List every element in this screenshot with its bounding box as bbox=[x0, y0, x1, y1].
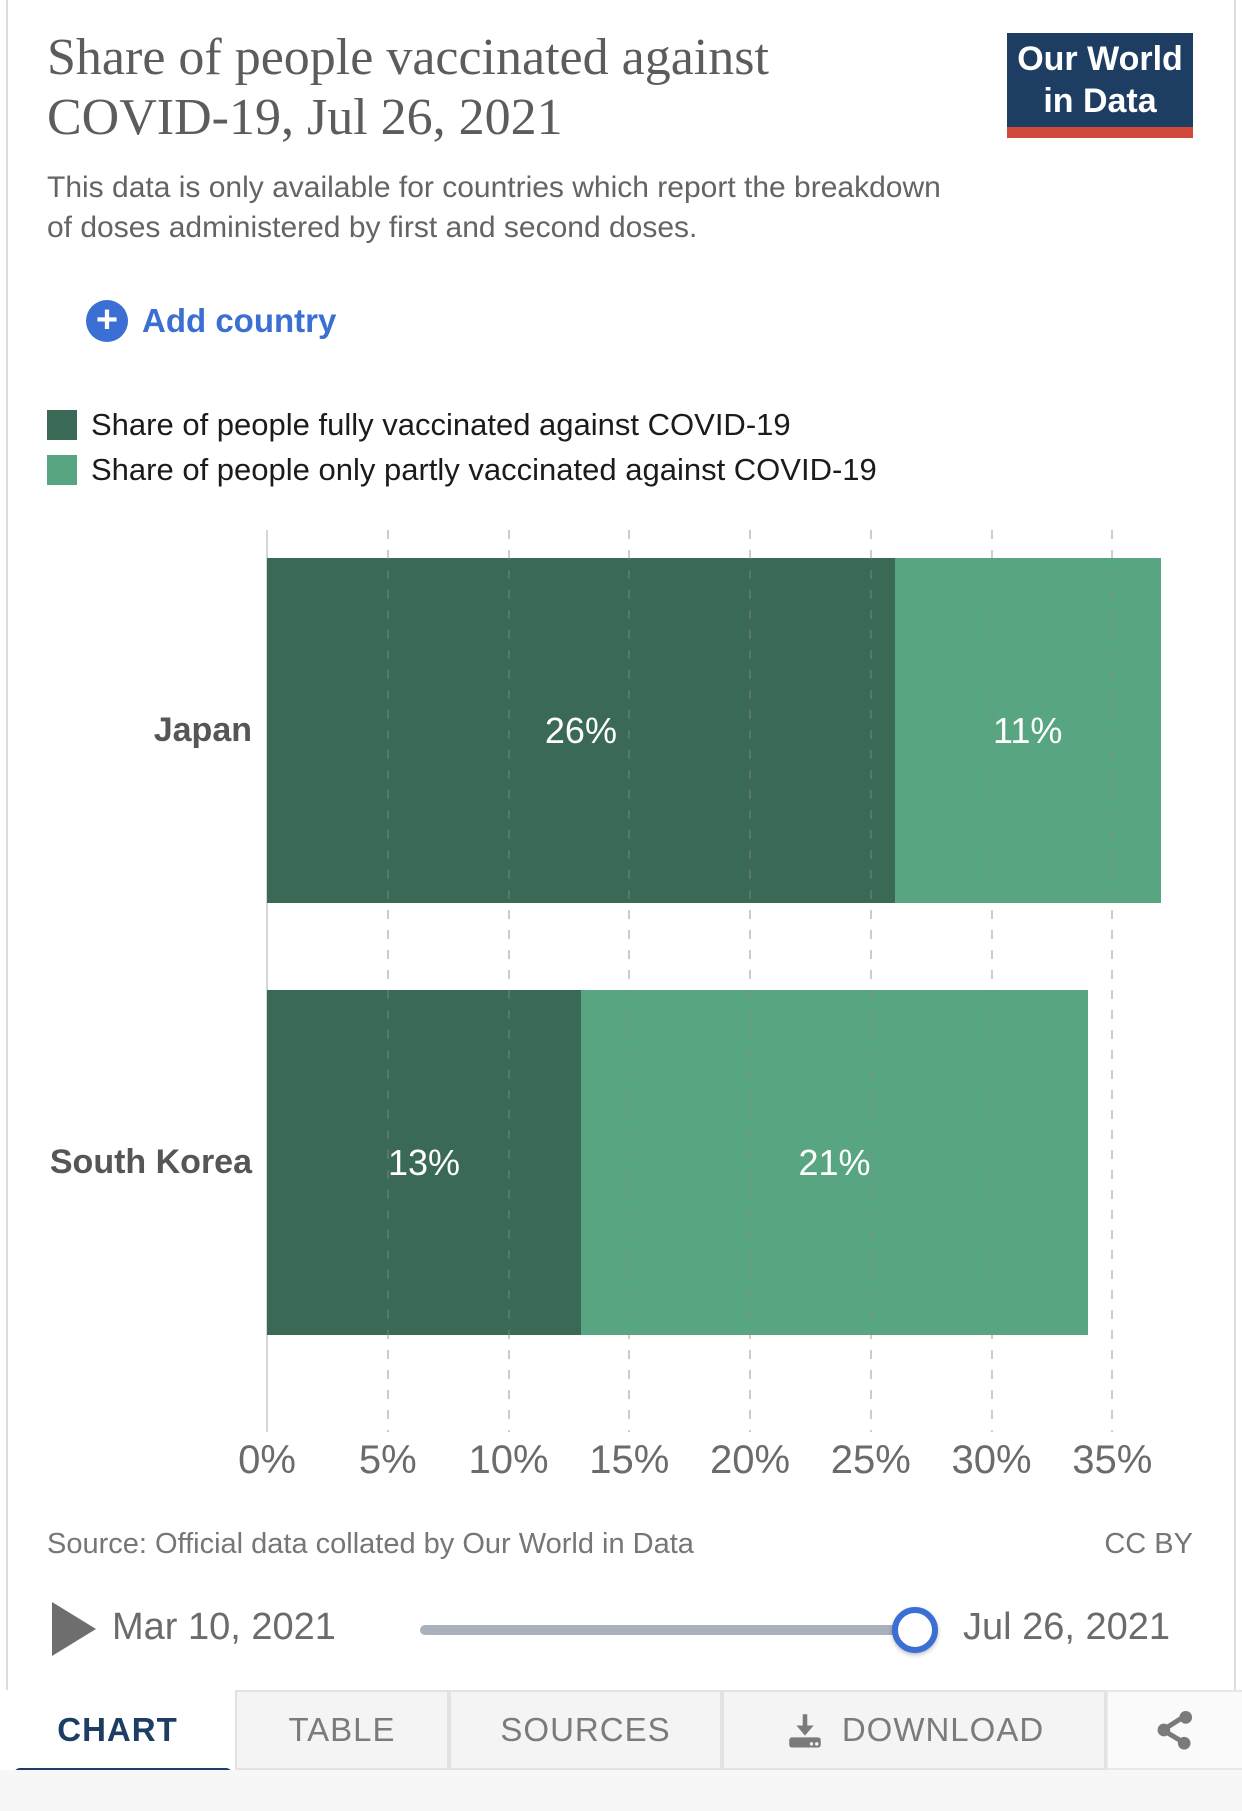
bar-value-label: 21% bbox=[798, 1141, 871, 1183]
download-icon bbox=[784, 1709, 826, 1751]
footer-tabs: CHART TABLE SOURCES DOWNLOAD bbox=[0, 1690, 1242, 1780]
tab-table[interactable]: TABLE bbox=[235, 1690, 449, 1770]
page-title: Share of people vaccinated against COVID… bbox=[47, 29, 769, 146]
add-country-label: Add country bbox=[142, 302, 337, 339]
bar-value-label: 13% bbox=[387, 1141, 460, 1183]
x-tick-0%: 0% bbox=[238, 1438, 296, 1482]
x-tick-25%: 25% bbox=[830, 1438, 911, 1482]
category-label-south-korea: South Korea bbox=[49, 1143, 252, 1181]
license-text[interactable]: CC BY bbox=[1104, 1528, 1193, 1560]
x-tick-35%: 35% bbox=[1072, 1438, 1153, 1482]
source-text: Source: Official data collated by Our Wo… bbox=[47, 1528, 694, 1560]
legend-item-fully[interactable]: Share of people fully vaccinated against… bbox=[47, 402, 877, 447]
timeline-slider-handle[interactable] bbox=[892, 1607, 938, 1653]
timeline-start-date[interactable]: Mar 10, 2021 bbox=[112, 1606, 336, 1648]
tab-download[interactable]: DOWNLOAD bbox=[722, 1690, 1106, 1770]
share-nodes-icon bbox=[1152, 1707, 1198, 1753]
legend-label-fully: Share of people fully vaccinated against… bbox=[91, 406, 791, 442]
category-label-japan: Japan bbox=[153, 711, 252, 749]
gridline-35% bbox=[1111, 530, 1114, 1432]
gridline-10% bbox=[507, 530, 510, 1432]
page-subtitle: This data is only available for countrie… bbox=[47, 171, 941, 244]
owid-logo[interactable]: Our World in Data bbox=[1007, 33, 1193, 138]
tab-download-label: DOWNLOAD bbox=[841, 1711, 1045, 1748]
bar-value-label: 11% bbox=[993, 709, 1063, 751]
x-tick-10%: 10% bbox=[468, 1438, 549, 1482]
bar-south-korea-fully-vaccinated[interactable]: 13% bbox=[267, 990, 581, 1335]
plus-circle-icon: + bbox=[86, 300, 128, 342]
gridline-25% bbox=[869, 530, 872, 1432]
tab-sources-label: SOURCES bbox=[500, 1711, 671, 1748]
legend-item-partly[interactable]: Share of people only partly vaccinated a… bbox=[47, 447, 877, 492]
x-tick-5%: 5% bbox=[358, 1438, 417, 1482]
tab-chart[interactable]: CHART bbox=[0, 1690, 235, 1780]
tab-sources[interactable]: SOURCES bbox=[449, 1690, 722, 1770]
bar-japan-partly-vaccinated[interactable]: 11% bbox=[894, 558, 1161, 903]
legend-swatch-partly bbox=[47, 454, 77, 485]
tab-chart-label: CHART bbox=[57, 1711, 178, 1748]
x-tick-20%: 20% bbox=[709, 1438, 791, 1482]
share-button[interactable] bbox=[1106, 1690, 1242, 1770]
play-icon[interactable] bbox=[52, 1602, 96, 1656]
gridline-20% bbox=[749, 530, 751, 1432]
footer-background-strip bbox=[0, 1770, 1242, 1811]
gridline-30% bbox=[990, 530, 993, 1432]
legend: Share of people fully vaccinated against… bbox=[47, 402, 877, 492]
owid-logo-line2: in Data bbox=[1043, 82, 1157, 120]
gridline-15% bbox=[628, 530, 631, 1432]
timeline-slider-track[interactable] bbox=[420, 1625, 918, 1635]
legend-label-partly: Share of people only partly vaccinated a… bbox=[91, 451, 877, 487]
bar-value-label: 26% bbox=[544, 709, 617, 751]
add-country-button[interactable]: + Add country bbox=[86, 300, 336, 342]
gridline-5% bbox=[386, 530, 389, 1432]
tab-table-label: TABLE bbox=[288, 1711, 396, 1748]
bar-japan-fully-vaccinated[interactable]: 26% bbox=[267, 558, 895, 903]
legend-swatch-fully bbox=[47, 409, 77, 440]
bar-south-korea-partly-vaccinated[interactable]: 21% bbox=[580, 990, 1089, 1335]
gridline-0% bbox=[266, 530, 268, 1432]
owid-logo-line1: Our World bbox=[1017, 40, 1183, 78]
x-tick-30%: 30% bbox=[951, 1438, 1032, 1482]
timeline-end-date[interactable]: Jul 26, 2021 bbox=[963, 1606, 1171, 1648]
x-tick-15%: 15% bbox=[589, 1438, 670, 1482]
